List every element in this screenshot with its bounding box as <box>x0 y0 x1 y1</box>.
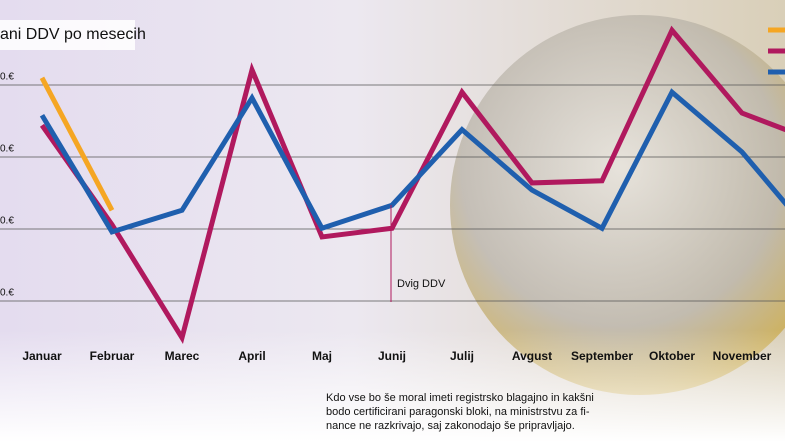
x-tick-label: Junij <box>378 349 406 363</box>
fade <box>0 330 785 442</box>
y-tick-label: 0.€ <box>0 216 14 227</box>
caption-line: Kdo vse bo še moral imeti registrsko bla… <box>326 392 594 404</box>
y-tick-label: 0.€ <box>0 144 14 155</box>
plot: 0.€ 0.€ 0.€ 0.€ Januar Februar Marec April Maj Ju… <box>0 25 785 363</box>
title-bg <box>0 20 135 50</box>
x-tick-label: Februar <box>90 349 135 363</box>
y-tick-label: 0.€ <box>0 288 14 299</box>
x-tick-label: Avgust <box>512 349 552 363</box>
series-line <box>39 88 785 235</box>
x-tick-label: Oktober <box>649 349 695 363</box>
x-tick-label: Januar <box>22 349 62 363</box>
annotation: Dvig DDV <box>397 278 446 290</box>
x-tick-label: November <box>713 349 772 363</box>
legend <box>768 27 785 75</box>
x-tick-label: April <box>238 349 265 363</box>
chart-title: ani DDV po mesecih <box>0 26 146 43</box>
x-tick-label: September <box>571 349 633 363</box>
series-line <box>39 76 115 212</box>
caption-line: nance ne razkrivajo, saj zakonodajo še p… <box>326 420 575 432</box>
y-tick-label: 0.€ <box>0 72 14 83</box>
x-tick-label: Julij <box>450 349 474 363</box>
x-tick-label: Marec <box>165 349 200 363</box>
caption-line: bodo certificirani paragonski bloki, na … <box>326 406 590 418</box>
caption: Kdo vse bo še moral imeti registrsko bla… <box>326 392 594 432</box>
series-line <box>39 25 785 344</box>
x-tick-label: Maj <box>312 349 332 363</box>
coin-image <box>450 15 785 395</box>
